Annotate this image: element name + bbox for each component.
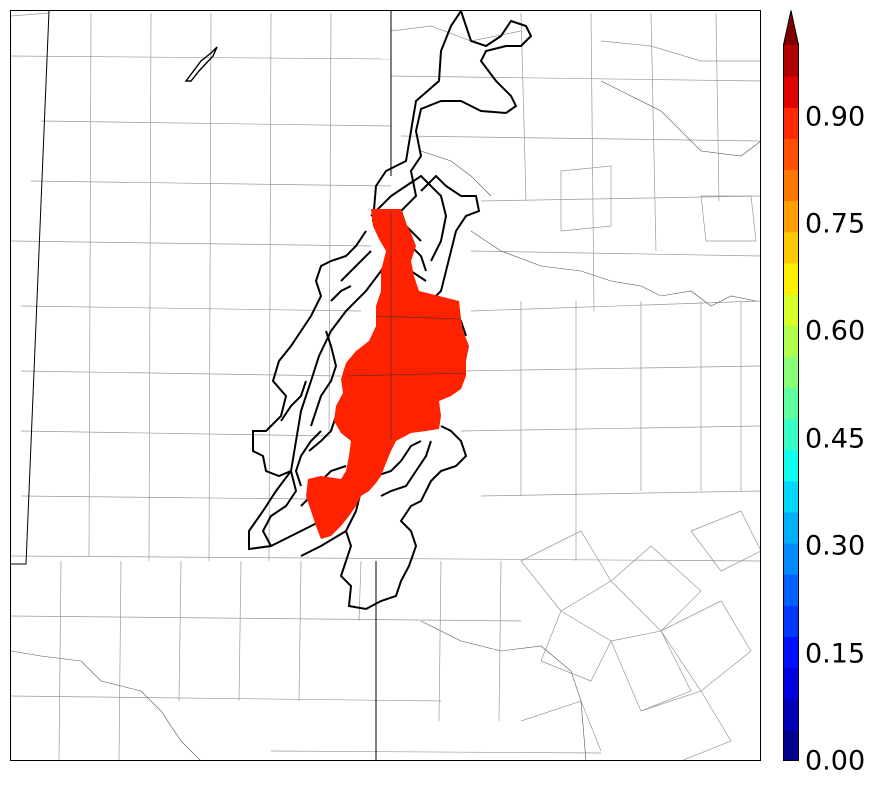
river-lines	[11, 80, 760, 760]
colorbar-segment	[783, 418, 799, 451]
colorbar-segment	[783, 605, 799, 637]
colorbar-border	[783, 10, 799, 761]
colorbar-segment	[783, 138, 799, 171]
colorbar-tick-label: 0.30	[805, 530, 866, 562]
county-boundaries	[11, 12, 760, 760]
colorbar-segment	[783, 45, 799, 77]
colorbar-gradient	[783, 10, 799, 761]
colorbar-segment	[783, 387, 799, 420]
colorbar-segment	[783, 480, 799, 513]
colorbar-segment	[783, 511, 799, 544]
colorbar-segment	[783, 325, 799, 357]
colorbar-segment	[783, 107, 799, 139]
colorbar-segment	[783, 169, 799, 202]
colorbar-segment	[783, 76, 799, 108]
colorbar-tick-label: 0.60	[805, 315, 866, 347]
colorbar-tick-label: 0.45	[805, 423, 866, 455]
colorbar-tick-label: 0.00	[805, 745, 866, 777]
colorbar-segment	[783, 294, 799, 326]
colorbar-segment	[783, 231, 799, 264]
ensemble-contours	[248, 11, 533, 611]
colorbar-segment	[783, 729, 799, 761]
lake-outline	[184, 46, 218, 82]
map-canvas	[11, 11, 760, 760]
probability-region	[306, 209, 469, 539]
region-internal-lines	[345, 211, 467, 441]
colorbar-segment	[783, 356, 799, 388]
colorbar-segment	[783, 574, 799, 606]
colorbar-segment	[783, 262, 799, 295]
colorbar-segment	[783, 667, 799, 700]
colorbar-tick-label: 0.90	[805, 101, 866, 133]
colorbar-segment	[783, 449, 799, 482]
state-boundaries	[11, 11, 392, 760]
colorbar-segment	[783, 543, 799, 575]
colorbar-tick-label: 0.15	[805, 638, 866, 670]
colorbar-extend-arrow	[783, 10, 799, 45]
colorbar-segment	[783, 200, 799, 233]
colorbar-segment	[783, 636, 799, 669]
colorbar-segment	[783, 698, 799, 731]
map-panel	[10, 10, 761, 761]
colorbar-tick-label: 0.75	[805, 208, 866, 240]
